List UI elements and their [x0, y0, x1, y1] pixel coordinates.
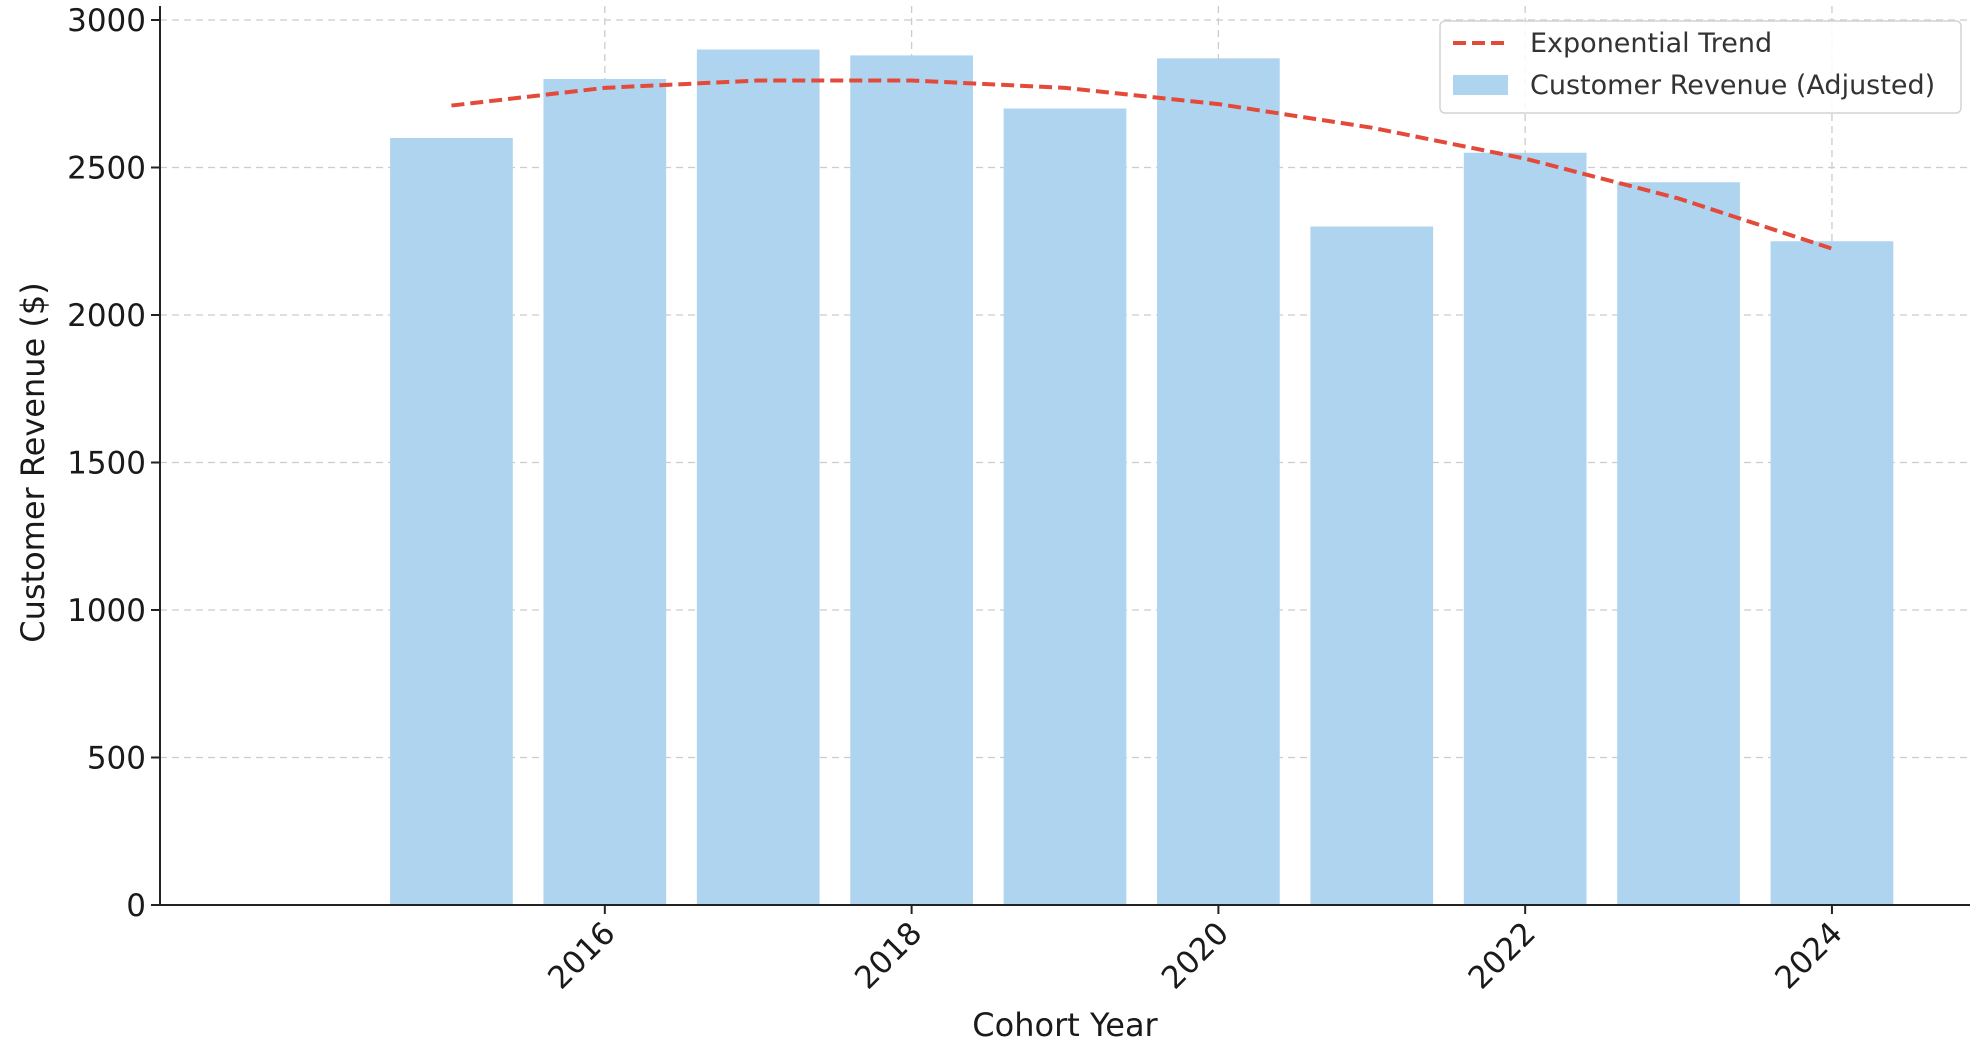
bar-2021	[1310, 226, 1434, 905]
y-axis-title: Customer Revenue ($)	[14, 282, 52, 642]
bar-2022	[1463, 152, 1587, 905]
bar-2018	[850, 55, 973, 905]
x-axis-title: Cohort Year	[972, 1006, 1158, 1044]
y-tick-label: 0	[126, 888, 146, 924]
legend-bar-swatch	[1453, 75, 1508, 95]
legend-box	[1439, 20, 1962, 114]
legend: Exponential Trend Customer Revenue (Adju…	[1439, 20, 1962, 114]
bar-2024	[1770, 241, 1894, 905]
bar-series	[390, 49, 1894, 906]
y-tick-label: 1500	[67, 446, 146, 482]
bar-2019	[1003, 108, 1127, 905]
trend-series	[451, 78, 1833, 251]
y-tick-label: 3000	[67, 3, 146, 39]
y-tick-label: 500	[87, 741, 146, 777]
y-tick-label: 1000	[67, 593, 146, 629]
x-tick-label: 2016	[541, 915, 622, 996]
legend-bar-label: Customer Revenue (Adjusted)	[1530, 70, 1935, 101]
y-tick-label: 2000	[67, 298, 146, 334]
trend-line	[451, 78, 1833, 251]
bar-2017	[696, 49, 820, 905]
bar-2015	[390, 138, 513, 905]
x-tick-label: 2018	[848, 915, 929, 996]
x-tick-label: 2022	[1462, 915, 1543, 996]
x-tick-label: 2024	[1768, 915, 1849, 996]
x-tick-label: 2020	[1155, 915, 1236, 996]
bar-2020	[1157, 58, 1280, 906]
bar-2016	[543, 79, 667, 905]
axes	[159, 6, 1970, 906]
bar-2023	[1617, 182, 1740, 905]
legend-line-label: Exponential Trend	[1530, 28, 1772, 59]
y-tick-label: 2500	[67, 151, 146, 187]
